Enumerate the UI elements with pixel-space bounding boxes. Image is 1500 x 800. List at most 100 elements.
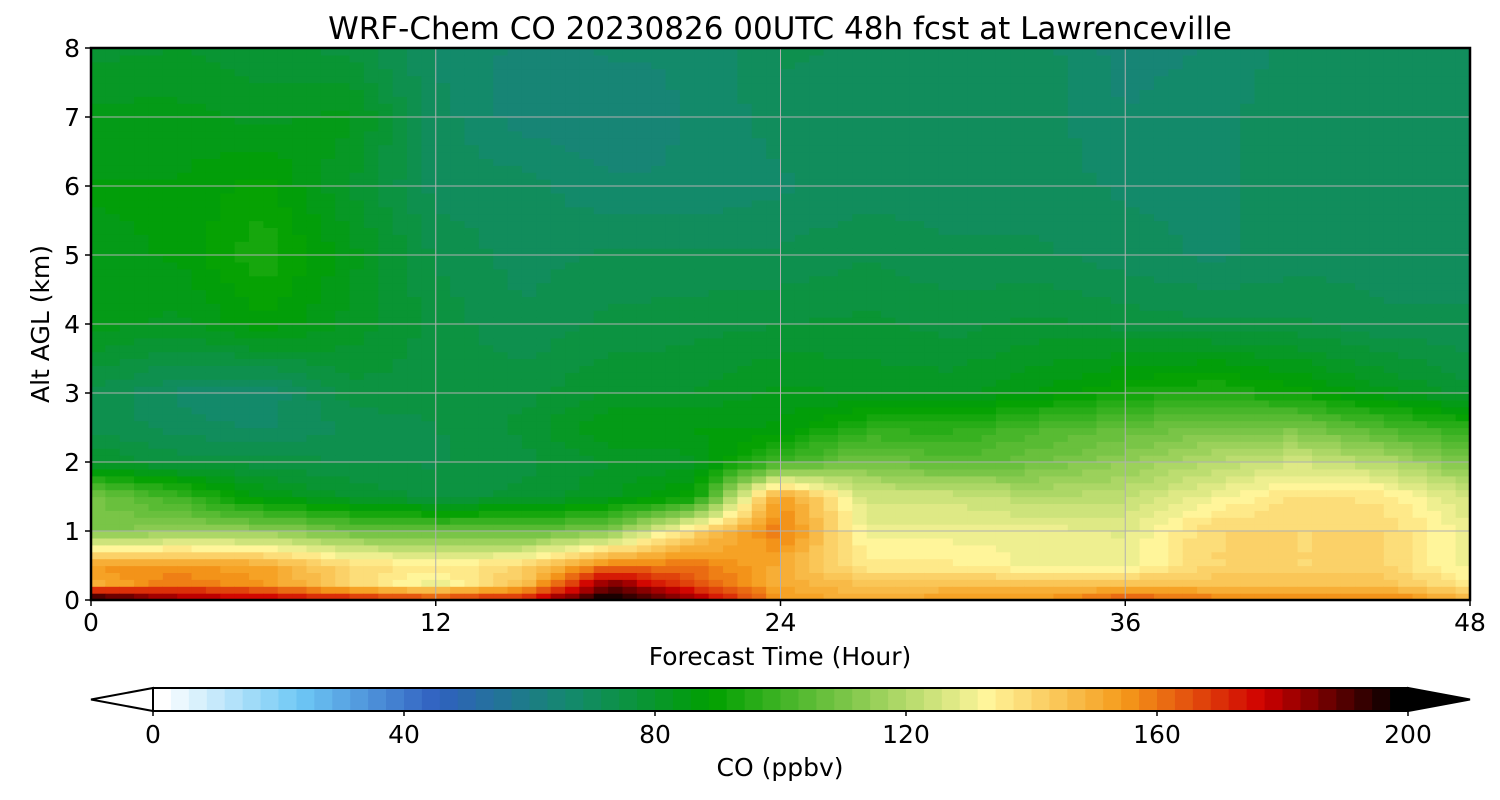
heatmap-cell	[550, 82, 566, 90]
heatmap-cell	[981, 448, 997, 456]
heatmap-cell	[306, 551, 322, 560]
heatmap-cell	[421, 61, 437, 70]
heatmap-cell	[751, 275, 767, 284]
heatmap-cell	[148, 54, 164, 63]
heatmap-cell	[478, 572, 494, 580]
heatmap-cell	[565, 61, 580, 70]
heatmap-cell	[177, 151, 193, 159]
heatmap-cell	[909, 475, 925, 484]
heatmap-cell	[292, 144, 308, 153]
heatmap-cell	[335, 475, 351, 484]
heatmap-cell	[809, 110, 825, 118]
heatmap-cell	[177, 144, 193, 153]
heatmap-cell	[148, 144, 164, 153]
heatmap-cell	[407, 255, 422, 263]
heatmap-cell	[852, 310, 868, 318]
heatmap-cell	[593, 330, 609, 339]
heatmap-cell	[306, 82, 322, 90]
heatmap-cell	[766, 303, 782, 311]
heatmap-cell	[751, 268, 767, 277]
heatmap-cell	[751, 303, 767, 311]
heatmap-cell	[737, 117, 753, 125]
heatmap-cell	[723, 103, 738, 111]
heatmap-cell	[766, 158, 782, 166]
heatmap-cell	[593, 310, 609, 318]
heatmap-cell	[550, 186, 566, 194]
heatmap-cell	[220, 330, 236, 339]
heatmap-cell	[837, 158, 853, 166]
heatmap-cell	[823, 158, 839, 166]
heatmap-cell	[723, 248, 738, 256]
heatmap-cell	[823, 317, 839, 325]
heatmap-cell	[622, 531, 638, 539]
heatmap-cell	[665, 227, 681, 235]
heatmap-cell	[593, 255, 609, 263]
heatmap-cell	[349, 227, 365, 235]
heatmap-cell	[565, 475, 580, 484]
heatmap-cell	[234, 517, 250, 525]
heatmap-cell	[550, 593, 566, 600]
heatmap-cell	[421, 517, 437, 525]
heatmap-cell	[536, 275, 552, 284]
heatmap-cell	[967, 420, 983, 429]
heatmap-cell	[177, 489, 193, 498]
heatmap-cell	[823, 551, 839, 560]
heatmap-cell	[162, 54, 178, 63]
heatmap-cell	[478, 482, 494, 491]
heatmap-cell	[852, 372, 868, 380]
heatmap-cell	[521, 310, 537, 318]
heatmap-cell	[766, 206, 782, 215]
heatmap-cell	[794, 386, 810, 394]
heatmap-cell	[521, 586, 537, 594]
heatmap-cell	[694, 96, 710, 104]
heatmap-cell	[450, 475, 466, 484]
heatmap-cell	[349, 441, 365, 449]
heatmap-cell	[708, 289, 724, 297]
heatmap-cell	[938, 165, 954, 173]
heatmap-cell	[895, 365, 911, 373]
heatmap-cell	[565, 199, 580, 208]
heatmap-cell	[378, 206, 394, 215]
heatmap-cell	[407, 282, 422, 291]
heatmap-cell	[837, 206, 853, 215]
heatmap-cell	[277, 303, 293, 311]
heatmap-cell	[550, 158, 566, 166]
heatmap-cell	[679, 130, 695, 139]
heatmap-cell	[277, 144, 293, 153]
heatmap-cell	[751, 158, 767, 166]
heatmap-cell	[292, 296, 308, 304]
heatmap-cell	[407, 496, 422, 504]
heatmap-cell	[249, 572, 264, 580]
heatmap-cell	[766, 337, 782, 346]
heatmap-cell	[249, 337, 264, 346]
heatmap-cell	[852, 48, 868, 56]
heatmap-cell	[119, 372, 135, 380]
heatmap-cell	[823, 275, 839, 284]
heatmap-cell	[737, 379, 753, 387]
heatmap-cell	[608, 186, 624, 194]
heatmap-cell	[866, 510, 882, 518]
heatmap-cell	[981, 420, 997, 429]
heatmap-cell	[952, 482, 968, 491]
heatmap-cell	[823, 468, 839, 477]
heatmap-cell	[435, 213, 451, 222]
heatmap-cell	[464, 227, 480, 235]
heatmap-cell	[766, 61, 782, 70]
heatmap-cell	[766, 255, 782, 263]
heatmap-cell	[292, 158, 308, 166]
heatmap-cell	[435, 496, 451, 504]
heatmap-cell	[708, 144, 724, 153]
heatmap-cell	[952, 117, 968, 125]
heatmap-cell	[909, 365, 925, 373]
heatmap-cell	[737, 386, 753, 394]
heatmap-cell	[392, 158, 408, 166]
heatmap-cell	[148, 255, 164, 263]
heatmap-cell	[895, 268, 911, 277]
heatmap-cell	[392, 144, 408, 153]
heatmap-cell	[636, 255, 652, 263]
heatmap-cell	[392, 468, 408, 477]
heatmap-cell	[421, 248, 437, 256]
heatmap-cell	[493, 289, 509, 297]
heatmap-cell	[205, 399, 221, 408]
heatmap-cell	[292, 151, 308, 159]
